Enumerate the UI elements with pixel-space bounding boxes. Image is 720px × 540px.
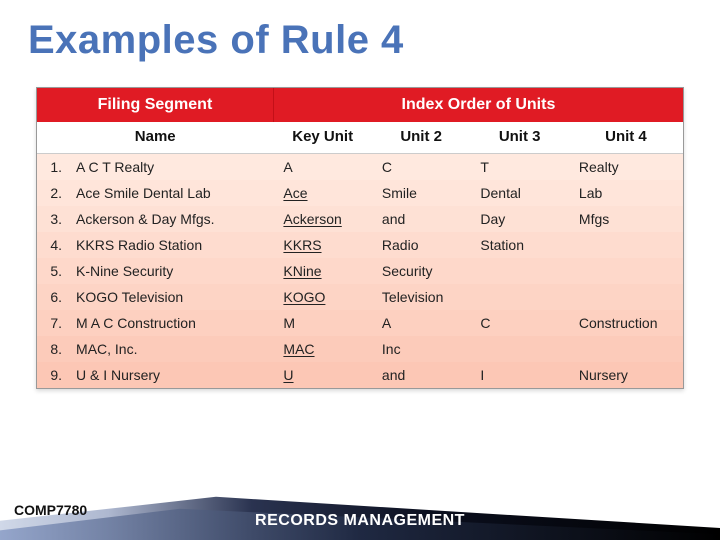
row-u4 bbox=[569, 258, 683, 284]
table-row: 4.KKRS Radio StationKKRSRadioStation bbox=[37, 232, 683, 258]
row-number: 3. bbox=[37, 206, 66, 232]
row-u3 bbox=[470, 258, 569, 284]
row-u3: I bbox=[470, 362, 569, 388]
subheader-name: Name bbox=[37, 122, 273, 154]
row-u4: Nursery bbox=[569, 362, 683, 388]
row-number: 4. bbox=[37, 232, 66, 258]
row-u2: C bbox=[372, 154, 471, 181]
row-u4 bbox=[569, 284, 683, 310]
row-name: M A C Construction bbox=[66, 310, 273, 336]
row-key: KOGO bbox=[273, 284, 372, 310]
row-number: 9. bbox=[37, 362, 66, 388]
row-name: KKRS Radio Station bbox=[66, 232, 273, 258]
row-u3: Dental bbox=[470, 180, 569, 206]
row-number: 5. bbox=[37, 258, 66, 284]
row-key: Ackerson bbox=[273, 206, 372, 232]
row-number: 1. bbox=[37, 154, 66, 181]
row-u2: Smile bbox=[372, 180, 471, 206]
row-key: KKRS bbox=[273, 232, 372, 258]
slide-footer: COMP7780 RECORDS MANAGEMENT 23 bbox=[0, 482, 720, 540]
table-row: 8.MAC, Inc.MACInc bbox=[37, 336, 683, 362]
row-u2: Radio bbox=[372, 232, 471, 258]
row-u3: T bbox=[470, 154, 569, 181]
row-u4: Construction bbox=[569, 310, 683, 336]
row-u2: Television bbox=[372, 284, 471, 310]
footer-title: RECORDS MANAGEMENT bbox=[255, 512, 465, 530]
row-number: 6. bbox=[37, 284, 66, 310]
row-name: K-Nine Security bbox=[66, 258, 273, 284]
table-row: 9.U & I NurseryUandINursery bbox=[37, 362, 683, 388]
col-header-index: Index Order of Units bbox=[273, 88, 683, 122]
row-u4: Realty bbox=[569, 154, 683, 181]
row-u3 bbox=[470, 336, 569, 362]
subheader-key: Key Unit bbox=[273, 122, 372, 154]
subheader-u3: Unit 3 bbox=[470, 122, 569, 154]
row-u4: Mfgs bbox=[569, 206, 683, 232]
row-u2: Inc bbox=[372, 336, 471, 362]
table-row: 3.Ackerson & Day Mfgs.AckersonandDayMfgs bbox=[37, 206, 683, 232]
row-name: MAC, Inc. bbox=[66, 336, 273, 362]
col-header-filing: Filing Segment bbox=[37, 88, 273, 122]
course-code: COMP7780 bbox=[14, 502, 87, 518]
table-row: 5.K-Nine SecurityKNineSecurity bbox=[37, 258, 683, 284]
row-u2: and bbox=[372, 206, 471, 232]
table-body: 1.A C T RealtyACTRealty2.Ace Smile Denta… bbox=[37, 154, 683, 389]
row-u3: Station bbox=[470, 232, 569, 258]
row-key: U bbox=[273, 362, 372, 388]
row-u3: Day bbox=[470, 206, 569, 232]
row-key: MAC bbox=[273, 336, 372, 362]
row-name: Ackerson & Day Mfgs. bbox=[66, 206, 273, 232]
row-key: M bbox=[273, 310, 372, 336]
row-name: Ace Smile Dental Lab bbox=[66, 180, 273, 206]
row-u4 bbox=[569, 336, 683, 362]
row-name: KOGO Television bbox=[66, 284, 273, 310]
filing-table: Filing Segment Index Order of Units Name… bbox=[36, 87, 684, 389]
row-u3: C bbox=[470, 310, 569, 336]
row-key: Ace bbox=[273, 180, 372, 206]
row-u2: and bbox=[372, 362, 471, 388]
subheader-u4: Unit 4 bbox=[569, 122, 683, 154]
row-u2: Security bbox=[372, 258, 471, 284]
row-name: A C T Realty bbox=[66, 154, 273, 181]
slide-title: Examples of Rule 4 bbox=[0, 0, 720, 63]
table-row: 7.M A C ConstructionMACConstruction bbox=[37, 310, 683, 336]
row-u4: Lab bbox=[569, 180, 683, 206]
table-row: 6.KOGO TelevisionKOGOTelevision bbox=[37, 284, 683, 310]
row-key: A bbox=[273, 154, 372, 181]
subheader-u2: Unit 2 bbox=[372, 122, 471, 154]
page-number: 23 bbox=[690, 512, 708, 530]
row-name: U & I Nursery bbox=[66, 362, 273, 388]
row-u2: A bbox=[372, 310, 471, 336]
row-u4 bbox=[569, 232, 683, 258]
row-number: 2. bbox=[37, 180, 66, 206]
row-key: KNine bbox=[273, 258, 372, 284]
row-number: 7. bbox=[37, 310, 66, 336]
table-row: 1.A C T RealtyACTRealty bbox=[37, 154, 683, 181]
row-u3 bbox=[470, 284, 569, 310]
row-number: 8. bbox=[37, 336, 66, 362]
table-row: 2.Ace Smile Dental LabAceSmileDentalLab bbox=[37, 180, 683, 206]
